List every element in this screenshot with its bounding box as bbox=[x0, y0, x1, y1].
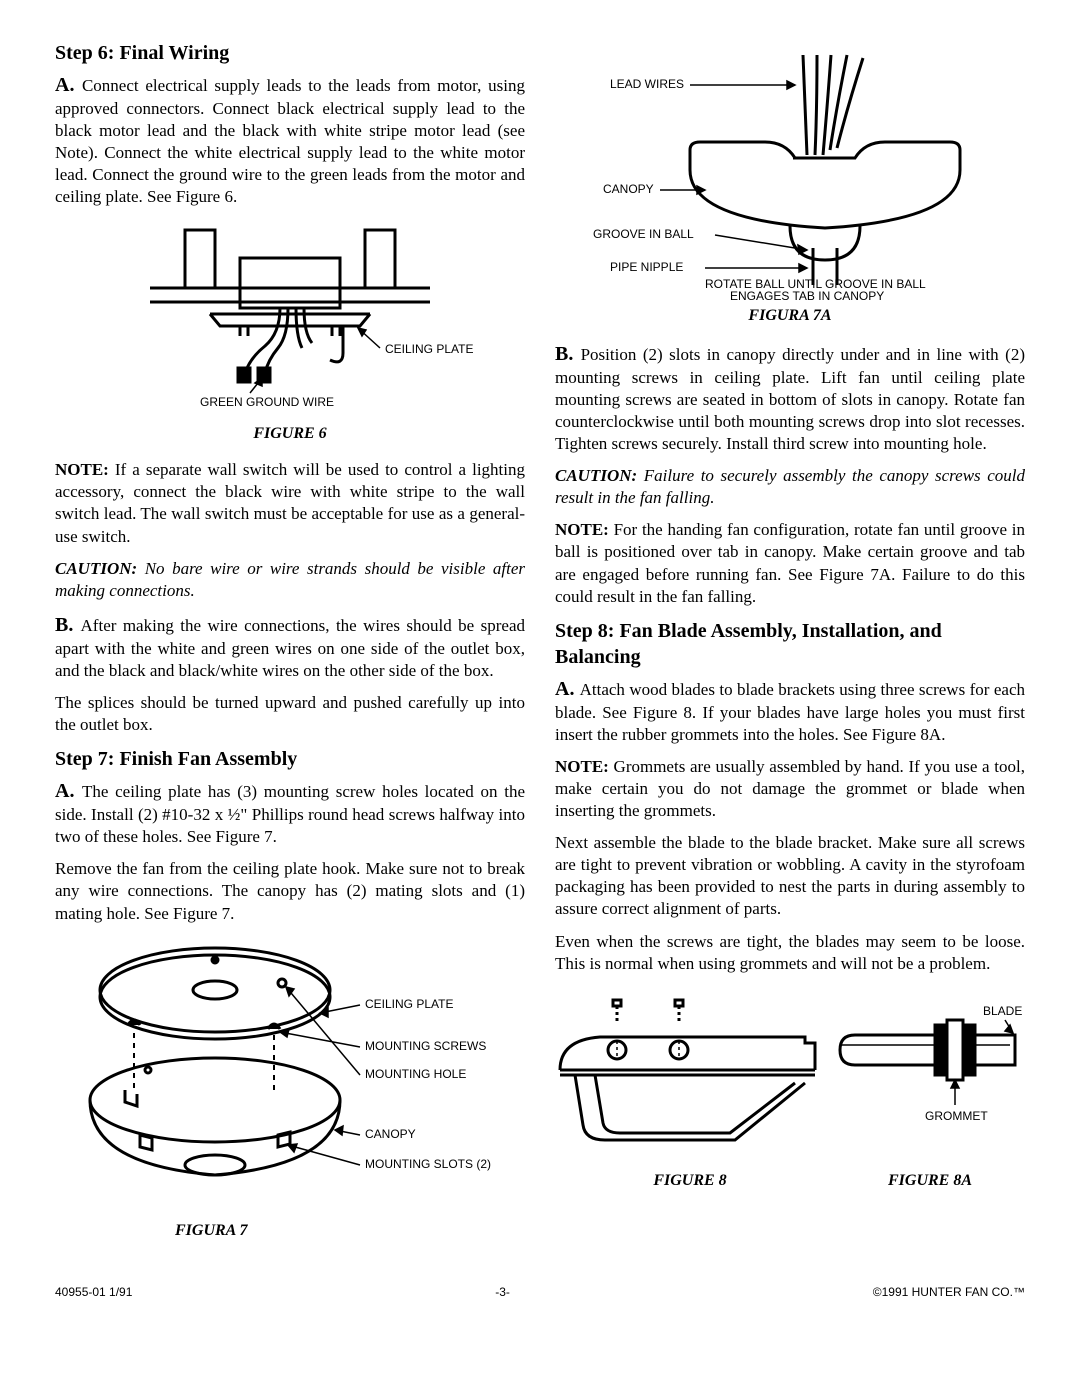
step8-note-text: Grommets are usually assembled by hand. … bbox=[555, 757, 1025, 820]
page-footer: 40955-01 1/91 -3- ©1991 HUNTER FAN CO.™ bbox=[55, 1285, 1025, 1301]
figure-7a: LEAD WIRES CANOPY GROOVE IN BALL PIPE NI… bbox=[555, 50, 1025, 300]
step7-b: B. Position (2) slots in canopy directly… bbox=[555, 341, 1025, 455]
step7-note-text: For the handing fan configuration, rotat… bbox=[555, 520, 1025, 605]
step7-caution: CAUTION: Failure to securely assembly th… bbox=[555, 465, 1025, 509]
step7-a-text: The ceiling plate has (3) mounting screw… bbox=[55, 782, 525, 846]
label-canopy: CANOPY bbox=[603, 182, 654, 196]
label-lead-wires: LEAD WIRES bbox=[610, 77, 684, 91]
figure-8-caption: FIGURE 8 bbox=[555, 1171, 825, 1192]
step6-note: NOTE: If a separate wall switch will be … bbox=[55, 459, 525, 547]
step6-b: B. After making the wire connections, th… bbox=[55, 612, 525, 682]
label-ceiling-plate: CEILING PLATE bbox=[385, 342, 473, 356]
step7-note: NOTE: For the handing fan configuration,… bbox=[555, 519, 1025, 607]
step7-a2: Remove the fan from the ceiling plate ho… bbox=[55, 858, 525, 924]
step7-b-text: Position (2) slots in canopy directly un… bbox=[555, 345, 1025, 453]
step8-a: A. Attach wood blades to blade brackets … bbox=[555, 676, 1025, 746]
left-column: Step 6: Final Wiring A. Connect electric… bbox=[55, 40, 525, 1255]
figure-6: CEILING PLATE GREEN GROUND WIRE bbox=[90, 218, 490, 418]
step6-b-text: After making the wire connections, the w… bbox=[55, 616, 525, 680]
label-canopy-2: CANOPY bbox=[365, 1127, 416, 1141]
label-pipe-nipple: PIPE NIPPLE bbox=[610, 260, 683, 274]
step8-a2: Next assemble the blade to the blade bra… bbox=[555, 832, 1025, 920]
figure-8a: BLADE GROMMET bbox=[835, 995, 1025, 1165]
step8-note: NOTE: Grommets are usually assembled by … bbox=[555, 756, 1025, 822]
step8-a3: Even when the screws are tight, the blad… bbox=[555, 931, 1025, 975]
step6-title: Step 6: Final Wiring bbox=[55, 40, 525, 66]
step7-title: Step 7: Finish Fan Assembly bbox=[55, 746, 525, 772]
label-mounting-hole: MOUNTING HOLE bbox=[365, 1067, 466, 1081]
label-rotate-ball-2: ENGAGES TAB IN CANOPY bbox=[730, 289, 884, 300]
figure-8a-caption: FIGURE 8A bbox=[835, 1171, 1025, 1192]
footer-center: -3- bbox=[495, 1285, 510, 1301]
label-blade: BLADE bbox=[983, 1004, 1022, 1018]
label-ceiling-plate-2: CEILING PLATE bbox=[365, 997, 453, 1011]
figure-7: CEILING PLATE MOUNTING SCREWS MOUNTING H… bbox=[70, 935, 510, 1215]
figure-8 bbox=[555, 995, 825, 1165]
label-groove-ball: GROOVE IN BALL bbox=[593, 227, 694, 241]
step6-note-text: If a separate wall switch will be used t… bbox=[55, 460, 525, 545]
label-grommet: GROMMET bbox=[925, 1109, 988, 1123]
step6-b2: The splices should be turned upward and … bbox=[55, 692, 525, 736]
footer-right: ©1991 HUNTER FAN CO.™ bbox=[873, 1285, 1025, 1301]
step6-a: A. Connect electrical supply leads to th… bbox=[55, 72, 525, 208]
right-column: LEAD WIRES CANOPY GROOVE IN BALL PIPE NI… bbox=[555, 40, 1025, 1255]
figure-6-caption: FIGURE 6 bbox=[55, 424, 525, 445]
figure-7a-caption: FIGURA 7A bbox=[555, 306, 1025, 327]
step6-a-text: Connect electrical supply leads to the l… bbox=[55, 76, 525, 206]
step8-title: Step 8: Fan Blade Assembly, Installation… bbox=[555, 618, 1025, 670]
footer-left: 40955-01 1/91 bbox=[55, 1285, 132, 1301]
label-green-ground: GREEN GROUND WIRE bbox=[200, 395, 334, 409]
label-mounting-slots: MOUNTING SLOTS (2) bbox=[365, 1157, 491, 1171]
step7-a: A. The ceiling plate has (3) mounting sc… bbox=[55, 778, 525, 848]
figure-7-caption: FIGURA 7 bbox=[175, 1221, 525, 1242]
label-mounting-screws: MOUNTING SCREWS bbox=[365, 1039, 486, 1053]
step8-a-text: Attach wood blades to blade brackets usi… bbox=[555, 680, 1025, 744]
step6-caution: CAUTION: No bare wire or wire strands sh… bbox=[55, 558, 525, 602]
